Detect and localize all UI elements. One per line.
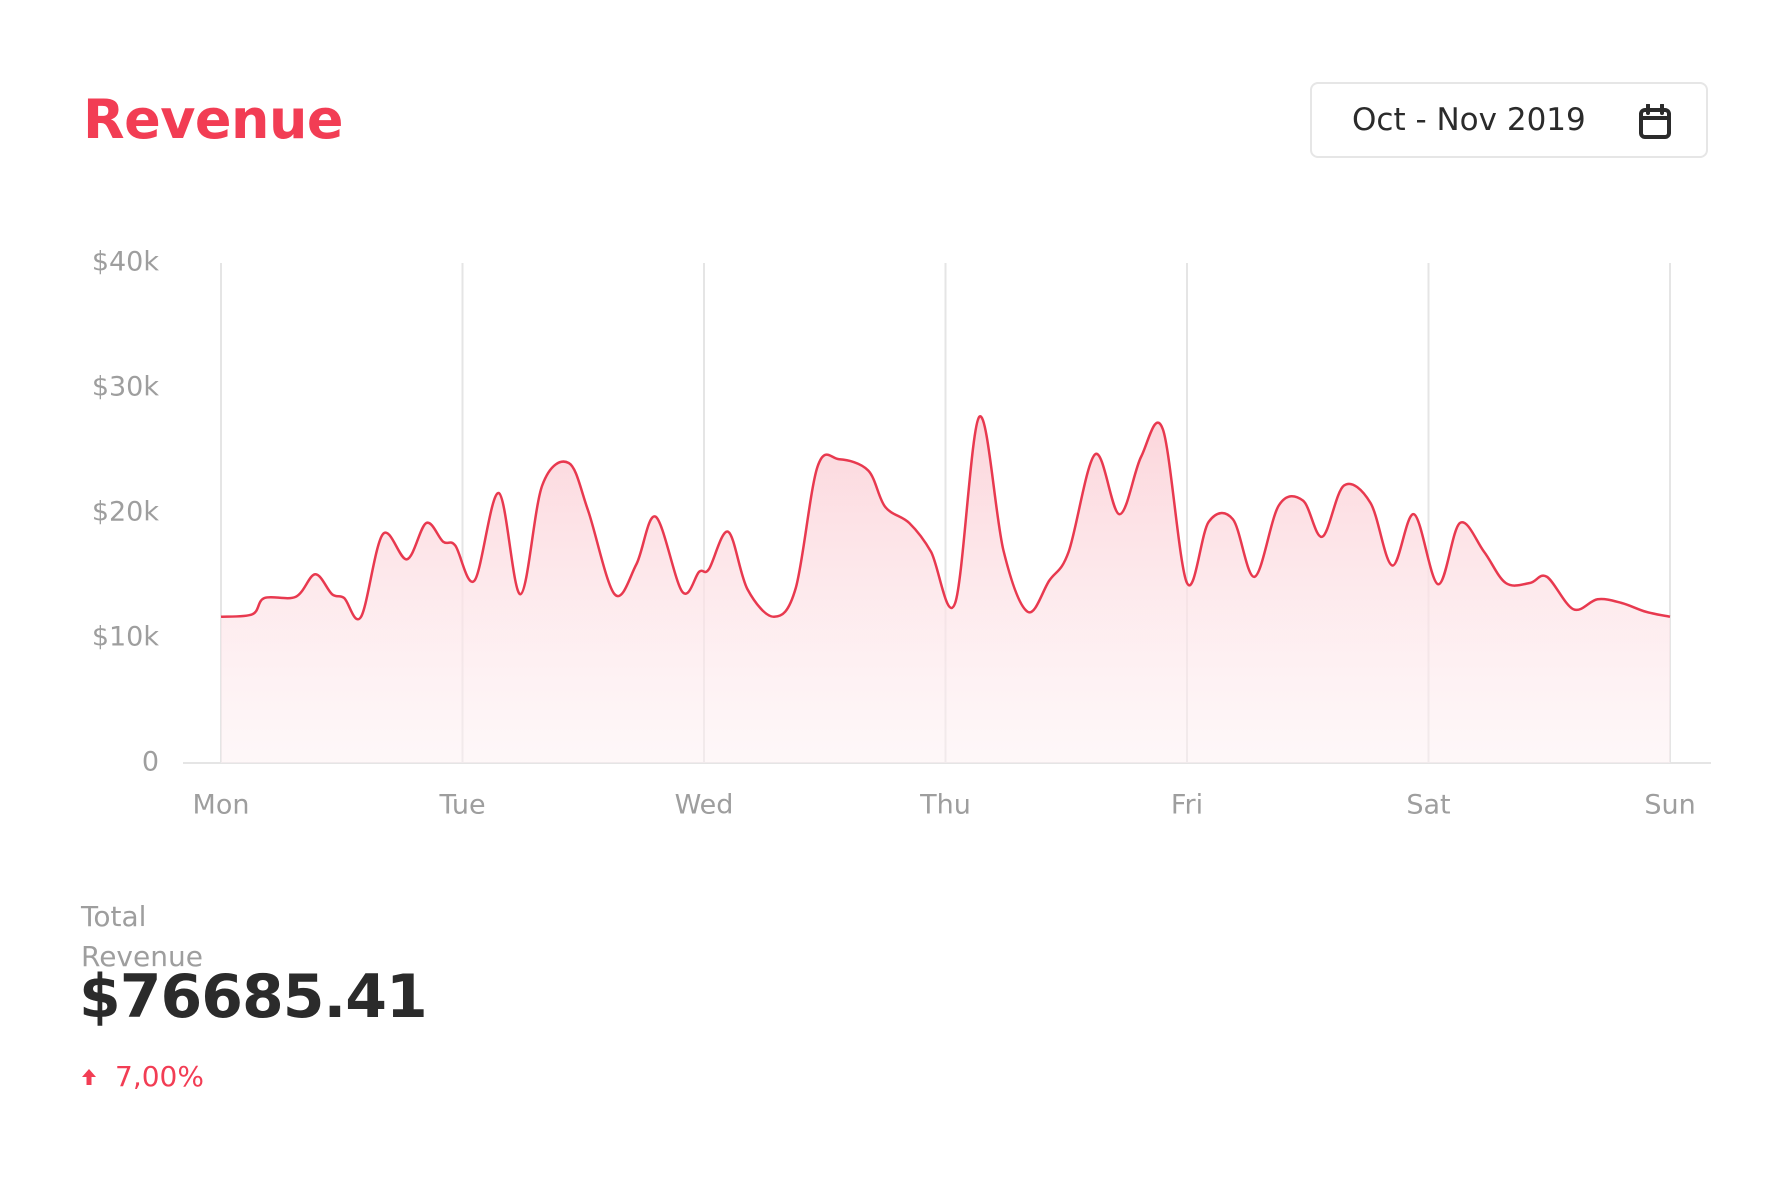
date-range-picker[interactable]: Oct - Nov 2019 <box>1310 82 1708 158</box>
y-tick-label: $20k <box>92 497 160 528</box>
revenue-line <box>220 415 1671 621</box>
change-value: 7,00% <box>115 1060 204 1093</box>
card-title: Revenue <box>83 88 344 151</box>
revenue-chart: 0 $10k $20k $30k $40k Mon Tue Wed Thu Fri Sat Sun <box>92 247 1711 821</box>
x-tick-label: Wed <box>675 790 734 821</box>
date-range-text: Oct - Nov 2019 <box>1352 102 1586 138</box>
y-tick-label: $10k <box>92 622 160 653</box>
summary-value: $76685.41 <box>79 962 428 1032</box>
x-tick-label: Mon <box>193 790 250 821</box>
x-tick-label: Sat <box>1406 790 1450 821</box>
change-indicator: 7,00% <box>81 1060 204 1093</box>
x-tick-label: Sun <box>1644 790 1695 821</box>
up-arrow-icon <box>82 1068 96 1085</box>
x-tick-label: Tue <box>438 790 485 821</box>
y-tick-label: $30k <box>92 372 160 403</box>
calendar-icon <box>1639 104 1671 139</box>
summary-label: Total Revenue <box>81 900 203 973</box>
x-tick-label: Fri <box>1171 790 1203 821</box>
area-fill <box>221 416 1670 763</box>
x-tick-label: Thu <box>919 790 971 821</box>
y-tick-label: 0 <box>142 747 159 778</box>
y-tick-label: $40k <box>92 247 160 278</box>
